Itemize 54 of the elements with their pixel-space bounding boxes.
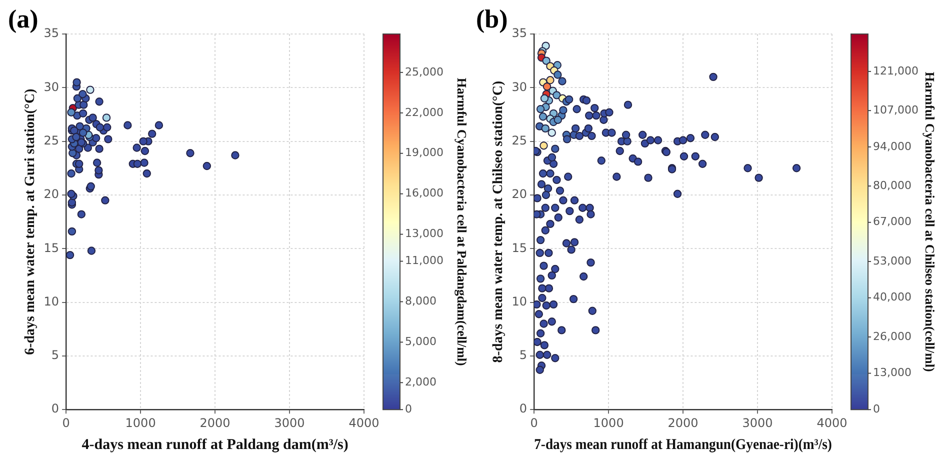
x-axis-title: 4-days mean runoff at Paldang dam(m³/s) — [82, 436, 348, 453]
color-bar-label: 107,000 — [873, 103, 918, 116]
text: (a) — [8, 4, 38, 34]
color-bar-title: Harmful Cyanobacteria cell at Chilseo station(cell/ml) — [922, 72, 936, 372]
color-bar-label: 0 — [405, 402, 412, 416]
y-tick-label: 30 — [512, 80, 528, 94]
color-bar-label: 80,000 — [873, 178, 912, 192]
y-tick-label: 20 — [512, 187, 528, 202]
y-tick-label: 0 — [51, 402, 60, 416]
color-bar-label: 25,000 — [405, 65, 444, 78]
x-tick-label: 1000 — [125, 416, 156, 430]
x-tick-label: 4000 — [348, 416, 380, 430]
x-tick-label: 4000 — [816, 416, 848, 430]
color-bar-label: 5,000 — [405, 335, 436, 348]
color-bar-label: 11,000 — [405, 254, 444, 268]
color-bar-label: 19,000 — [405, 146, 444, 160]
x-tick-label: 2000 — [668, 416, 698, 430]
y-tick-label: 35 — [512, 26, 528, 40]
y-tick-label: 30 — [44, 80, 60, 94]
text: (b) — [476, 4, 508, 34]
x-tick-label: 1000 — [593, 416, 624, 430]
color-bar-label: 22,000 — [405, 106, 444, 119]
color-bar-label: 121,000 — [873, 64, 918, 78]
y-tick-label: 15 — [44, 240, 60, 255]
x-tick-label: 2000 — [200, 416, 230, 430]
color-bar-label: 26,000 — [873, 330, 912, 343]
y-tick-label: 0 — [519, 402, 528, 416]
y-tick-label: 5 — [51, 348, 60, 362]
color-bar-label: 40,000 — [873, 290, 912, 304]
x-tick-label: 3000 — [742, 416, 773, 430]
y-tick-label: 10 — [512, 294, 528, 308]
x-tick-label: 0 — [530, 416, 538, 430]
y-tick-label: 25 — [44, 133, 60, 148]
color-bar-label: 2,000 — [405, 375, 436, 388]
color-bar-label: 13,000 — [873, 366, 912, 380]
y-tick-label: 10 — [44, 294, 60, 308]
color-bar-label: 67,000 — [873, 215, 912, 228]
color-bar-title: Harmful Cyanobacteria cell at Paldangdam(cell/ml) — [454, 78, 470, 366]
x-tick-label: 0 — [62, 416, 70, 430]
y-tick-label: 35 — [44, 26, 60, 40]
color-bar-label: 16,000 — [405, 186, 444, 200]
color-bar-label: 94,000 — [873, 140, 912, 153]
y-tick-label: 15 — [512, 240, 528, 255]
color-bar-label: 0 — [873, 402, 880, 416]
color-bar-label: 13,000 — [405, 227, 444, 240]
y-axis-title: 8-days mean water temp. at Chilseo station(°C) — [491, 80, 506, 363]
y-tick-label: 20 — [44, 187, 60, 202]
x-tick-label: 3000 — [274, 416, 305, 430]
color-bar-label: 53,000 — [873, 254, 912, 268]
color-bar-label: 8,000 — [405, 294, 436, 308]
y-tick-label: 25 — [512, 133, 528, 148]
x-axis-title: 7-days mean runoff at Hamangun(Gyenae-ri)(m³/s) — [534, 436, 832, 454]
y-axis-title: 6-days mean water temp. at Guri station(°C) — [23, 88, 38, 355]
y-tick-label: 5 — [519, 348, 528, 362]
